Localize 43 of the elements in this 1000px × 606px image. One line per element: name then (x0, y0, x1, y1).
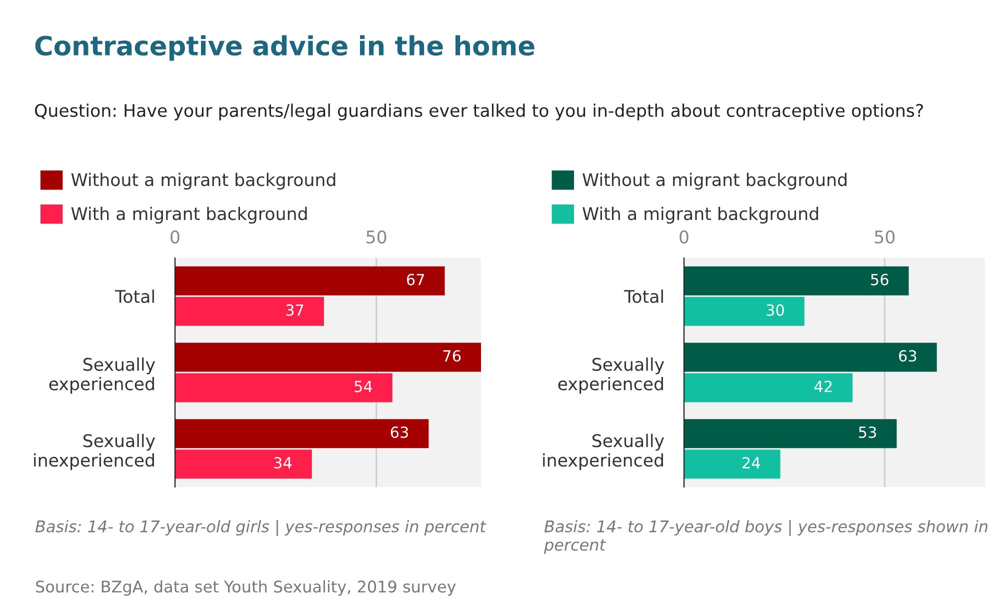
bar (175, 373, 392, 402)
data-label: 63 (899, 350, 916, 362)
chart-title: Contraceptive advice in the home (35, 35, 534, 61)
bar (175, 450, 312, 479)
bar (684, 419, 897, 448)
bar (684, 373, 853, 402)
x-tick-label: 0 (680, 230, 688, 244)
x-tick-label: 0 (170, 230, 180, 244)
bar (175, 296, 324, 326)
bar (684, 342, 937, 372)
legend-label: With a migrant background (71, 206, 307, 224)
y-tick-label: Sexually inexperienced (34, 434, 156, 470)
data-label: 56 (871, 274, 888, 286)
data-label: 34 (274, 456, 292, 469)
source-note: Source: BZgA, data set Youth Sexuality, 2019 survey (36, 580, 456, 596)
y-tick-label: Sexually inexperienced (543, 434, 664, 470)
y-tick-label: Sexually experienced (49, 358, 156, 394)
bar (175, 266, 445, 296)
bar (684, 266, 909, 296)
data-label: 67 (406, 274, 424, 286)
data-label: 30 (766, 304, 784, 316)
bar (175, 342, 481, 372)
legend-label: Without a migrant background (582, 172, 846, 190)
x-tick-label: 50 (366, 230, 386, 244)
x-tick-label: 50 (874, 230, 895, 244)
y-tick-label: Total (624, 290, 663, 304)
bar (684, 450, 780, 479)
text: Basis: 14- to 17-year-old boys | yes-responses shown in percent (544, 520, 988, 554)
chart-subtitle: Question: Have your parents/legal guardians ever talked to you in-depth about contraceptive options? (34, 104, 923, 120)
y-tick-label: Total (114, 290, 154, 304)
data-label: 53 (858, 426, 876, 438)
legend-label: With a migrant background (582, 206, 818, 224)
data-label: 76 (443, 350, 461, 362)
bar (684, 296, 804, 326)
data-label: 24 (742, 456, 760, 468)
data-label: 54 (354, 380, 372, 392)
data-label: 37 (286, 304, 304, 316)
legend-label: Without a migrant background (71, 172, 336, 190)
text: Basis: 14- to 17-year-old girls | yes-responses in percent (35, 520, 486, 536)
data-label: 42 (814, 380, 832, 392)
y-tick-label: Sexually experienced (558, 358, 664, 394)
data-label: 63 (390, 426, 408, 438)
bar (175, 419, 429, 448)
